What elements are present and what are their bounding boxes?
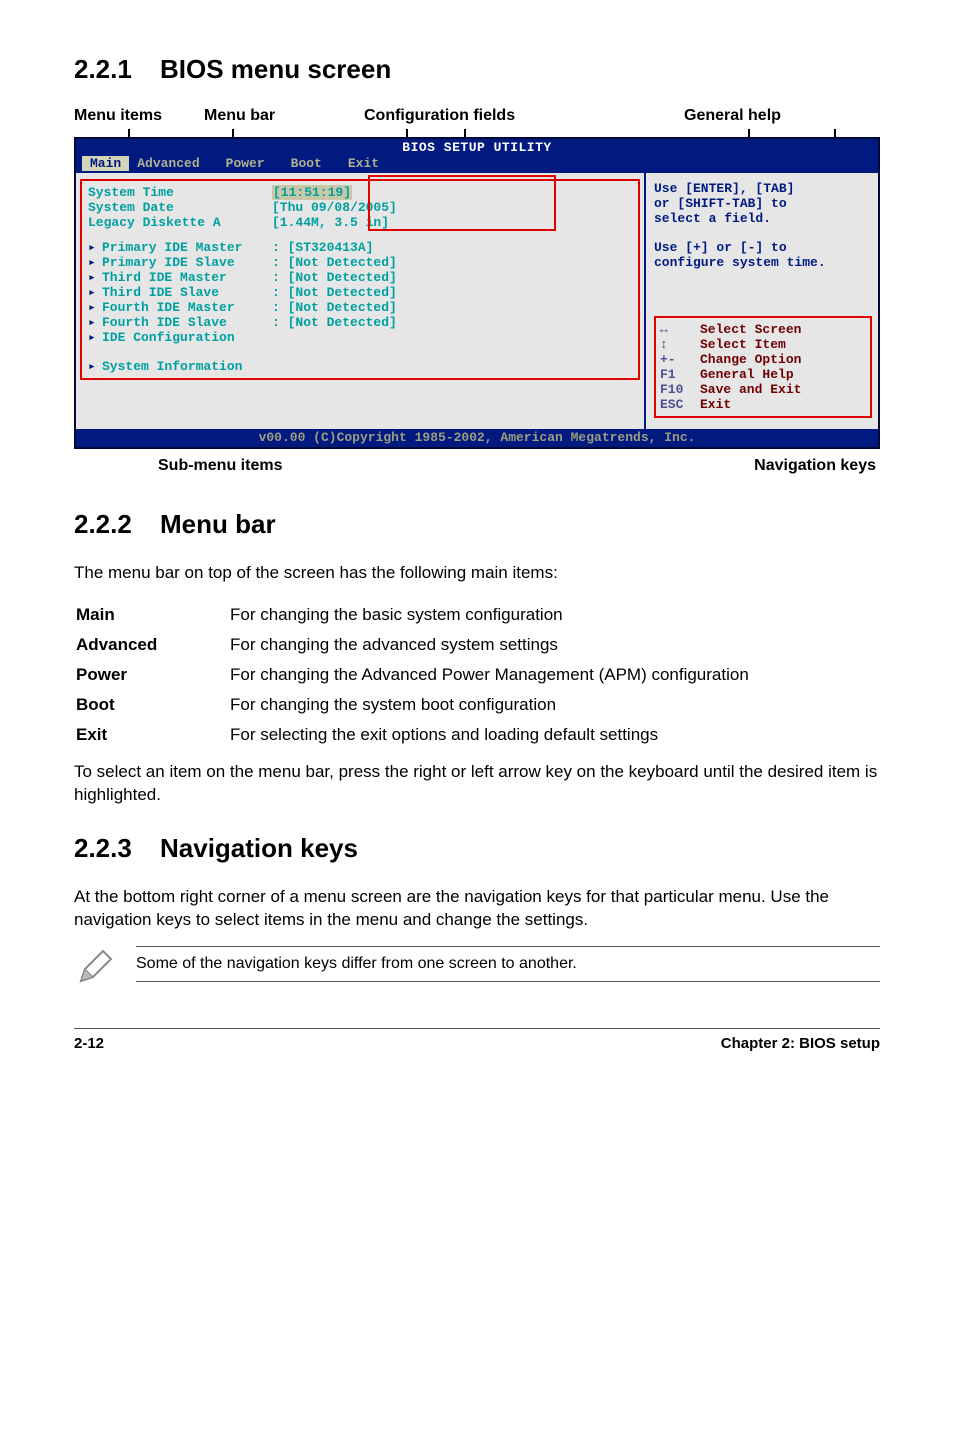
bios-tab-power: Power bbox=[218, 156, 283, 171]
section-title: BIOS menu screen bbox=[160, 54, 391, 84]
nav-val: Exit bbox=[700, 397, 731, 412]
nav-val: Change Option bbox=[700, 352, 801, 367]
submenu-arrow-icon: ▸ bbox=[88, 315, 102, 330]
row-key: Third IDE Slave bbox=[102, 285, 272, 300]
submenu-arrow-icon: ▸ bbox=[88, 240, 102, 255]
row-val: [11:51:19] bbox=[272, 185, 352, 200]
nav-val: Save and Exit bbox=[700, 382, 801, 397]
paragraph: At the bottom right corner of a menu scr… bbox=[74, 886, 880, 932]
row-key: System Time bbox=[88, 185, 272, 200]
paragraph: The menu bar on top of the screen has th… bbox=[74, 562, 880, 585]
page-number: 2-12 bbox=[74, 1035, 104, 1052]
row-val: : [Not Detected] bbox=[272, 270, 397, 285]
section-title: Navigation keys bbox=[160, 833, 358, 863]
row-val: : [Not Detected] bbox=[272, 285, 397, 300]
submenu-arrow-icon: ▸ bbox=[88, 330, 102, 345]
bios-tab-boot: Boot bbox=[283, 156, 340, 171]
definitions-table: MainFor changing the basic system config… bbox=[74, 599, 880, 751]
config-fields-highlight bbox=[368, 175, 556, 231]
def-desc: For changing the basic system configurat… bbox=[230, 601, 878, 629]
bios-title: BIOS SETUP UTILITY bbox=[76, 139, 878, 156]
callout-labels-top: Menu items Menu bar Configuration fields… bbox=[74, 107, 880, 125]
section-number: 2.2.2 bbox=[74, 509, 160, 540]
def-term: Main bbox=[76, 601, 228, 629]
section-number: 2.2.1 bbox=[74, 54, 160, 85]
help-line: select a field. bbox=[654, 211, 872, 226]
bios-right-pane: Use [ENTER], [TAB] or [SHIFT-TAB] to sel… bbox=[644, 173, 878, 429]
pencil-icon bbox=[74, 946, 116, 988]
menu-items-highlight: System Time[11:51:19] System Date[Thu 09… bbox=[80, 179, 640, 380]
def-desc: For selecting the exit options and loadi… bbox=[230, 721, 878, 749]
row-key: Primary IDE Master bbox=[102, 240, 272, 255]
nav-key: +- bbox=[660, 352, 700, 367]
help-line: Use [+] or [-] to bbox=[654, 240, 872, 255]
callout-labels-bottom: Sub-menu items Navigation keys bbox=[158, 457, 876, 475]
section-heading: 2.2.3Navigation keys bbox=[74, 833, 880, 864]
def-desc: For changing the Advanced Power Manageme… bbox=[230, 661, 878, 689]
label-menu-bar: Menu bar bbox=[204, 107, 364, 125]
row-val: : [Not Detected] bbox=[272, 255, 397, 270]
nav-val: Select Screen bbox=[700, 322, 801, 337]
def-term: Exit bbox=[76, 721, 228, 749]
submenu-arrow-icon: ▸ bbox=[88, 300, 102, 315]
page-footer: 2-12 Chapter 2: BIOS setup bbox=[74, 1028, 880, 1052]
section-heading: 2.2.1BIOS menu screen bbox=[74, 54, 880, 85]
row-val: : [ST320413A] bbox=[272, 240, 373, 255]
bios-tab-main: Main bbox=[82, 156, 129, 171]
row-key: Legacy Diskette A bbox=[88, 215, 272, 230]
row-key: System Information bbox=[102, 359, 286, 374]
paragraph: To select an item on the menu bar, press… bbox=[74, 761, 880, 807]
def-desc: For changing the advanced system setting… bbox=[230, 631, 878, 659]
row-key: Third IDE Master bbox=[102, 270, 272, 285]
note-box: Some of the navigation keys differ from … bbox=[74, 946, 880, 988]
help-line: configure system time. bbox=[654, 255, 872, 270]
help-line: or [SHIFT-TAB] to bbox=[654, 196, 872, 211]
label-menu-items: Menu items bbox=[74, 107, 204, 125]
row-key: System Date bbox=[88, 200, 272, 215]
nav-val: General Help bbox=[700, 367, 794, 382]
help-line: Use [ENTER], [TAB] bbox=[654, 181, 872, 196]
row-val: : [Not Detected] bbox=[272, 315, 397, 330]
label-config-fields: Configuration fields bbox=[364, 107, 594, 125]
submenu-arrow-icon: ▸ bbox=[88, 270, 102, 285]
section-number: 2.2.3 bbox=[74, 833, 160, 864]
nav-key: ↔ bbox=[660, 322, 700, 337]
def-desc: For changing the system boot configurati… bbox=[230, 691, 878, 719]
chapter-title: Chapter 2: BIOS setup bbox=[721, 1035, 880, 1052]
section-heading: 2.2.2Menu bar bbox=[74, 509, 880, 540]
bios-footer: v00.00 (C)Copyright 1985-2002, American … bbox=[76, 429, 878, 447]
def-term: Power bbox=[76, 661, 228, 689]
nav-key: F10 bbox=[660, 382, 700, 397]
row-key: Primary IDE Slave bbox=[102, 255, 272, 270]
row-key: Fourth IDE Slave bbox=[102, 315, 272, 330]
label-navigation-keys: Navigation keys bbox=[754, 457, 876, 475]
row-val: : [Not Detected] bbox=[272, 300, 397, 315]
nav-key: ESC bbox=[660, 397, 700, 412]
submenu-arrow-icon: ▸ bbox=[88, 285, 102, 300]
row-key: IDE Configuration bbox=[102, 330, 272, 345]
label-general-help: General help bbox=[684, 107, 781, 125]
submenu-arrow-icon: ▸ bbox=[88, 255, 102, 270]
bios-menubar: Main Advanced Power Boot Exit bbox=[76, 156, 878, 173]
nav-key: F1 bbox=[660, 367, 700, 382]
submenu-arrow-icon: ▸ bbox=[88, 359, 102, 374]
bios-left-pane: System Time[11:51:19] System Date[Thu 09… bbox=[76, 173, 644, 429]
section-title: Menu bar bbox=[160, 509, 276, 539]
nav-keys-highlight: ↔Select Screen ↕Select Item +-Change Opt… bbox=[654, 316, 872, 418]
bios-screenshot: BIOS SETUP UTILITY Main Advanced Power B… bbox=[74, 137, 880, 449]
bios-tab-advanced: Advanced bbox=[129, 156, 217, 171]
label-submenu-items: Sub-menu items bbox=[158, 457, 282, 475]
nav-val: Select Item bbox=[700, 337, 786, 352]
bios-tab-exit: Exit bbox=[340, 156, 397, 171]
def-term: Boot bbox=[76, 691, 228, 719]
nav-key: ↕ bbox=[660, 337, 700, 352]
def-term: Advanced bbox=[76, 631, 228, 659]
note-text: Some of the navigation keys differ from … bbox=[136, 946, 880, 982]
row-key: Fourth IDE Master bbox=[102, 300, 272, 315]
